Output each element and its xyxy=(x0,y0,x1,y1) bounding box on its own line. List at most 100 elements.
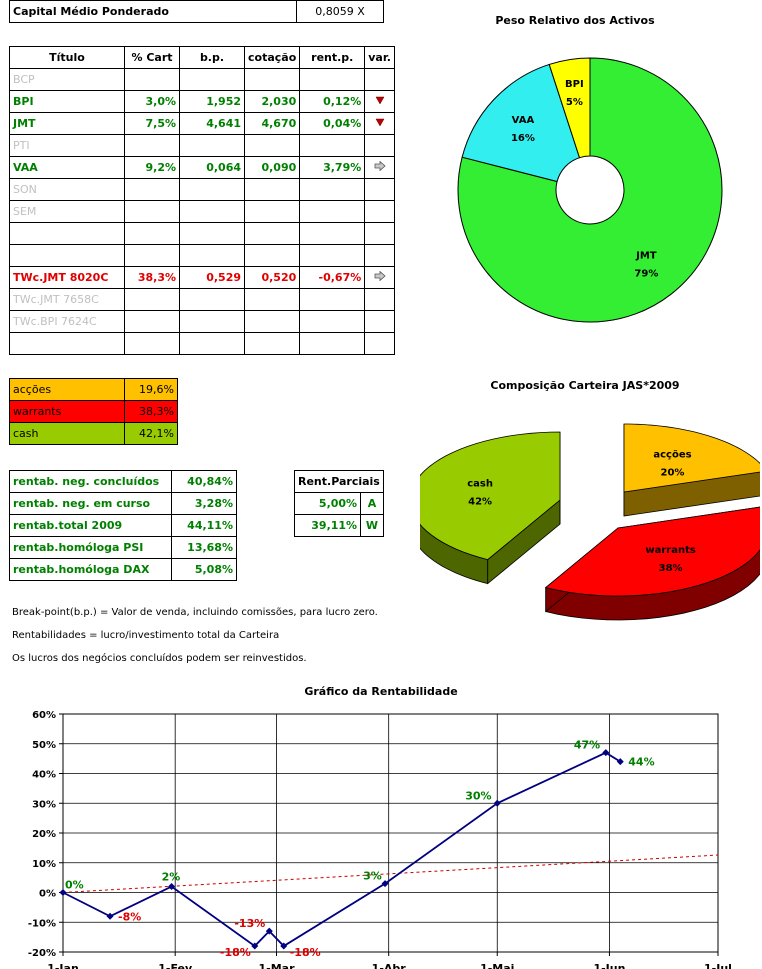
partials-code: W xyxy=(360,514,384,537)
y-tick-label: -10% xyxy=(28,918,56,929)
var-cell xyxy=(364,244,395,267)
data-point xyxy=(59,889,67,896)
data-label: -18% xyxy=(220,946,251,959)
table-row xyxy=(9,222,395,245)
assets-table: Título% Cart b.p. cotação rent.p. var. BCP BP… xyxy=(9,46,395,355)
data-label: 47% xyxy=(574,739,600,752)
allocation-value: 19,6% xyxy=(124,378,178,401)
asset-rent: -0,67% xyxy=(299,266,366,289)
asset-bp xyxy=(179,244,245,267)
x-tick-label: 1-Jul xyxy=(704,962,732,969)
asset-name: PTI xyxy=(9,134,125,157)
x-tick-label: 1-Mar xyxy=(259,962,296,969)
doughnut-label: BPI xyxy=(565,79,584,90)
y-tick-label: 0% xyxy=(39,889,56,900)
asset-bp xyxy=(179,332,245,355)
doughnut-slice-jmt xyxy=(457,57,723,323)
asset-bp xyxy=(179,178,245,201)
asset-cart xyxy=(124,332,180,355)
doughnut-value: 5% xyxy=(566,97,583,108)
returns-value: 5,08% xyxy=(171,558,237,581)
y-tick-label: 10% xyxy=(32,859,56,870)
pie3d-title: Composição Carteira JAS*2009 xyxy=(490,379,680,392)
table-row: BPI 3,0% 1,952 2,030 0,12% xyxy=(9,90,395,113)
y-tick-label: -20% xyxy=(28,948,56,959)
asset-rent: 0,04% xyxy=(299,112,366,135)
pie3d-value: 38% xyxy=(659,563,683,574)
asset-cot xyxy=(243,68,301,91)
table-row xyxy=(9,244,395,267)
table-row xyxy=(9,332,395,355)
asset-cot: 2,030 xyxy=(243,90,301,113)
asset-bp xyxy=(179,134,245,157)
table-row: TWc.BPI 7624C xyxy=(9,310,395,333)
asset-rent xyxy=(299,178,366,201)
asset-cot: 4,670 xyxy=(243,112,301,135)
series-line xyxy=(62,751,621,948)
asset-name: TWc.BPI 7624C xyxy=(9,310,125,333)
returns-value: 44,11% xyxy=(171,514,237,537)
asset-bp: 0,529 xyxy=(179,266,245,289)
column-header: cotação xyxy=(243,46,301,69)
data-label: 0% xyxy=(65,879,84,892)
asset-cart xyxy=(124,134,180,157)
asset-name: JMT xyxy=(9,112,125,135)
var-cell xyxy=(364,134,395,157)
capital-label: Capital Médio Ponderado xyxy=(9,0,297,23)
table-row: BCP xyxy=(9,68,395,91)
var-cell xyxy=(364,68,395,91)
arrow-right-icon xyxy=(364,266,395,289)
asset-name: SEM xyxy=(9,200,125,223)
x-tick-label: 1-Abr xyxy=(372,962,407,969)
doughnut-slice-vaa xyxy=(461,63,581,183)
pie3d-chart: cash 42% acções 20% warrants 38% xyxy=(420,423,760,621)
asset-name: BPI xyxy=(9,90,125,113)
asset-bp xyxy=(179,222,245,245)
y-tick-label: 60% xyxy=(32,710,56,721)
x-tick-label: 1-Jan xyxy=(47,962,79,969)
data-point xyxy=(280,942,288,950)
table-row: PTI xyxy=(9,134,395,157)
var-cell xyxy=(364,288,395,311)
x-tick-label: 1-Mai xyxy=(480,962,514,969)
returns-value: 3,28% xyxy=(171,492,237,515)
x-tick-label: 1-Fev xyxy=(158,962,193,969)
returns-row: rentab. neg. em curso 3,28% xyxy=(9,492,237,515)
column-header: rent.p. xyxy=(299,46,366,69)
table-row: VAA 9,2% 0,064 0,090 3,79% xyxy=(9,156,395,179)
asset-cart xyxy=(124,200,180,223)
asset-rent: 0,12% xyxy=(299,90,366,113)
pie3d-slice-cash xyxy=(420,431,561,561)
returns-row: rentab.homóloga PSI 13,68% xyxy=(9,536,237,559)
table-row: SEM xyxy=(9,200,395,223)
asset-rent xyxy=(299,134,366,157)
asset-cart: 3,0% xyxy=(124,90,180,113)
asset-rent xyxy=(299,332,366,355)
asset-bp xyxy=(179,200,245,223)
pie3d-value: 20% xyxy=(661,468,685,479)
var-cell xyxy=(364,332,395,355)
data-label: -8% xyxy=(118,910,141,923)
pie3d-label: warrants xyxy=(645,545,695,556)
returns-table: rentab. neg. concluídos 40,84% rentab. neg… xyxy=(9,470,237,581)
asset-cot: 0,520 xyxy=(243,266,301,289)
table-row: SON xyxy=(9,178,395,201)
pie3d-label: cash xyxy=(467,479,493,490)
allocation-label: cash xyxy=(9,422,125,445)
column-header: % Cart xyxy=(124,46,180,69)
asset-name: BCP xyxy=(9,68,125,91)
capital-value: 0,8059 X xyxy=(296,0,384,23)
returns-label: rentab.homóloga DAX xyxy=(9,558,172,581)
asset-cot xyxy=(243,332,301,355)
asset-name: TWc.JMT 8020C xyxy=(9,266,125,289)
data-point xyxy=(251,942,259,950)
asset-rent: 3,79% xyxy=(299,156,366,179)
asset-rent xyxy=(299,310,366,333)
asset-cot xyxy=(243,310,301,333)
asset-name xyxy=(9,244,125,267)
note-rentabilidades: Rentabilidades = lucro/investimento tota… xyxy=(12,630,280,641)
asset-cart xyxy=(124,288,180,311)
var-cell xyxy=(364,178,395,201)
asset-rent xyxy=(299,222,366,245)
table-row: JMT 7,5% 4,641 4,670 0,04% xyxy=(9,112,395,135)
